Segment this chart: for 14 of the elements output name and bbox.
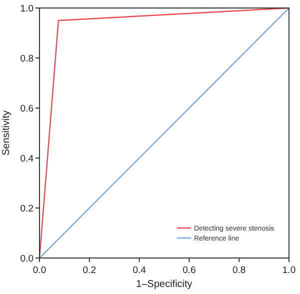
y-tick-label: 0.8 xyxy=(20,54,34,64)
y-tick-label: 0.2 xyxy=(20,204,34,214)
y-tick-label: 0.4 xyxy=(20,154,34,164)
x-tick-label: 0.6 xyxy=(182,265,196,276)
x-tick-label: 0.8 xyxy=(232,265,246,276)
x-tick-label: 0.0 xyxy=(32,265,46,276)
y-axis-title: Sensitivity xyxy=(1,110,12,156)
y-tick-label: 0.0 xyxy=(20,254,34,264)
x-tick-label: 0.4 xyxy=(132,265,146,276)
x-tick-label: 1.0 xyxy=(282,265,296,276)
y-tick-label: 1.0 xyxy=(20,4,34,14)
y-tick-label: 0.6 xyxy=(20,104,34,114)
x-tick-label: 0.2 xyxy=(82,265,96,276)
x-axis-title: 1–Specificity xyxy=(136,279,192,290)
